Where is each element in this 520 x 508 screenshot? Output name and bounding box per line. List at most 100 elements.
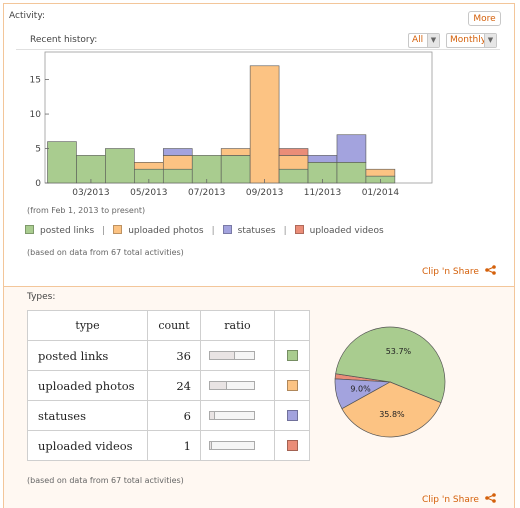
legend-item-uploaded-photos: uploaded photos [113, 225, 204, 236]
bar [220, 155, 251, 184]
legend-swatch [113, 225, 123, 234]
pie-label: 53.7% [386, 347, 412, 356]
bar [162, 168, 193, 184]
bar [105, 148, 135, 184]
ratio-cell [200, 370, 275, 401]
color-swatch [286, 380, 298, 391]
bar [162, 148, 193, 156]
table-row: uploaded videos 1 [27, 430, 310, 461]
x-tick-label: 05/2013 [130, 188, 167, 198]
recent-history-label: Recent history: [30, 35, 98, 45]
ratio-bar [209, 411, 255, 420]
x-tick-label: 03/2013 [72, 188, 109, 198]
y-tick-label: 15 [30, 76, 41, 86]
ratio-bar [209, 351, 255, 360]
type-count: 36 [147, 340, 201, 371]
filter-period-dropdown[interactable]: Monthly ▼ [446, 33, 497, 48]
clip-share-label: Clip 'n Share [422, 495, 479, 505]
type-count: 24 [147, 370, 201, 401]
bar [278, 148, 309, 156]
legend-item-uploaded-videos: uploaded videos [294, 225, 384, 236]
bar [162, 155, 193, 170]
type-name: uploaded videos [27, 430, 148, 461]
pie-label: 35.8% [379, 410, 405, 419]
legend-label: statuses [237, 226, 276, 236]
color-swatch [286, 410, 298, 421]
swatch-cell [274, 400, 310, 431]
recent-history-header [16, 32, 500, 50]
table-row: posted links 36 [27, 340, 310, 371]
column-header-ratio: ratio [200, 310, 275, 341]
table-row: uploaded photos 24 [27, 370, 310, 401]
ratio-bar [209, 441, 255, 450]
types-clip-share-button[interactable]: Clip 'n Share [422, 493, 496, 505]
column-header-type: type [27, 310, 148, 341]
bar [76, 155, 106, 184]
more-button[interactable]: More [468, 11, 501, 26]
legend-item-statuses: statuses [222, 225, 276, 236]
legend-swatch [294, 225, 304, 234]
types-pie-chart: 53.7% 35.8% 9.0% [334, 326, 446, 438]
ratio-bar [209, 381, 255, 390]
ratio-cell [200, 340, 275, 371]
bar [278, 168, 309, 184]
date-range-note: (from Feb 1, 2013 to present) [27, 206, 146, 215]
type-name: posted links [27, 340, 148, 371]
share-icon [484, 265, 496, 275]
ratio-fill [210, 442, 212, 449]
swatch-cell [274, 370, 310, 401]
bar [307, 155, 338, 163]
type-count: 1 [147, 430, 201, 461]
ratio-cell [200, 430, 275, 461]
color-swatch [286, 350, 298, 361]
legend-label: posted links [40, 226, 95, 236]
types-title: Types: [27, 292, 56, 302]
column-header-count: count [147, 310, 201, 341]
activity-legend: posted links | uploaded photos | statuses | up… [25, 225, 384, 236]
swatch-cell [274, 430, 310, 461]
types-table: type count ratio posted links 36 uploade… [27, 310, 310, 461]
legend-swatch [222, 225, 232, 234]
swatch-cell [274, 340, 310, 371]
ratio-cell [200, 400, 275, 431]
pie-slice [334, 378, 392, 410]
legend-swatch [25, 225, 34, 234]
bar [365, 168, 396, 177]
x-tick-label: 07/2013 [188, 188, 225, 198]
filter-period-value: Monthly [450, 35, 487, 45]
type-count: 6 [147, 400, 201, 431]
bar [336, 162, 367, 184]
color-swatch [286, 440, 298, 451]
filter-all-dropdown[interactable]: All ▼ [408, 33, 440, 48]
share-icon [484, 493, 496, 503]
x-tick-label: 01/2014 [362, 188, 400, 198]
pie-slice [335, 326, 446, 404]
bar [47, 141, 77, 184]
column-header-swatch [274, 310, 310, 341]
chevron-down-icon: ▼ [427, 34, 439, 47]
y-tick-label: 10 [30, 110, 42, 120]
x-tick-label: 09/2013 [246, 188, 283, 198]
clip-share-label: Clip 'n Share [422, 267, 479, 277]
table-row: statuses 6 [27, 400, 310, 431]
legend-label: uploaded videos [309, 226, 384, 236]
y-tick-label: 0 [35, 179, 41, 189]
bar [134, 162, 164, 170]
bar [336, 134, 367, 163]
legend-label: uploaded photos [128, 226, 204, 236]
bar [278, 155, 309, 170]
activity-based-on-note: (based on data from 67 total activities) [27, 248, 184, 257]
x-tick-label: 11/2013 [304, 188, 341, 198]
table-header-row: type count ratio [27, 310, 310, 341]
activity-title: Activity: [9, 11, 46, 21]
bar [191, 155, 222, 184]
chevron-down-icon: ▼ [484, 34, 496, 47]
bar [220, 148, 251, 156]
type-name: uploaded photos [27, 370, 148, 401]
ratio-fill [210, 382, 227, 389]
ratio-fill [210, 352, 235, 359]
ratio-fill [210, 412, 215, 419]
types-based-on-note: (based on data from 67 total activities) [27, 476, 184, 485]
activity-clip-share-button[interactable]: Clip 'n Share [422, 265, 496, 277]
history-chart: 0 5 10 15 03/2013 05/2013 07/2013 09/2013 11/201… [30, 51, 433, 198]
